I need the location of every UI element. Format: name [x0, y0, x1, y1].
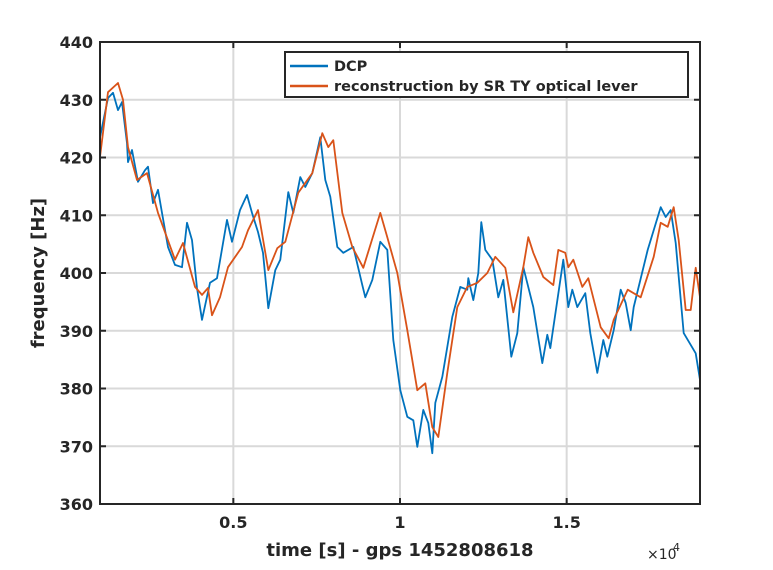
legend-label-reconstruction: reconstruction by SR TY optical lever [334, 79, 638, 95]
x-exponent-base: ×10 [647, 547, 677, 563]
x-tick-label: 1 [394, 513, 405, 532]
x-exponent-power: 4 [673, 541, 680, 554]
legend: DCP reconstruction by SR TY optical leve… [284, 51, 689, 98]
x-axis-label: time [s] - gps 1452808618 [266, 540, 533, 561]
y-tick-label: 370 [60, 437, 93, 456]
legend-label-dcp: DCP [334, 59, 368, 75]
y-tick-label: 430 [60, 91, 93, 110]
x-exponent: ×10 4 [647, 541, 680, 563]
y-tick-label: 390 [60, 322, 93, 341]
y-axis-label: frequency [Hz] [28, 198, 49, 348]
legend-box [284, 51, 689, 98]
series-lines [99, 82, 701, 455]
y-tick-label: 400 [60, 264, 93, 283]
y-tick-label: 360 [60, 495, 93, 514]
x-tick-label: 1.5 [552, 513, 580, 532]
y-tick-label: 380 [60, 380, 93, 399]
y-tick-label: 440 [60, 33, 93, 52]
grid [100, 41, 700, 505]
ticks: 360 370 380 390 400 410 420 430 440 0.5 1 1.5 [60, 33, 700, 532]
y-tick-label: 410 [60, 206, 93, 225]
y-tick-label: 420 [60, 149, 93, 168]
series-line-dcp [99, 91, 701, 455]
series-line-reconstruction [99, 82, 701, 438]
x-tick-label: 0.5 [219, 513, 247, 532]
